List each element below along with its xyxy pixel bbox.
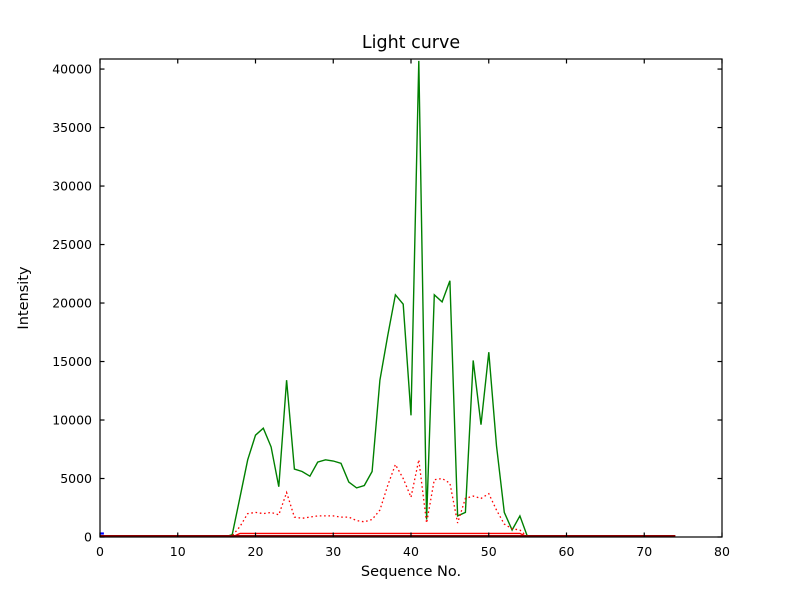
y-tick-label-20000: 20000 [52,296,92,311]
x-tick-label-10: 10 [170,544,186,559]
x-tick-label-80: 80 [714,544,730,559]
series-sky-intensity-dotted-line [224,459,529,537]
y-tick-label-15000: 15000 [52,354,92,369]
y-tick-label-5000: 5000 [60,471,92,486]
series-group [100,60,676,537]
chart-title: Light curve [361,33,461,53]
x-tick-label-20: 20 [248,544,264,559]
x-tick-label-40: 40 [403,544,419,559]
x-tick-label-0: 0 [96,544,104,559]
x-axis-label: Sequence No. [360,564,462,580]
y-tick-label-10000: 10000 [52,413,92,428]
y-tick-label-25000: 25000 [52,237,92,252]
series-star-intensity-line [100,60,529,537]
x-tick-label-70: 70 [636,544,652,559]
y-tick-label-30000: 30000 [52,179,92,194]
x-tick-label-60: 60 [559,544,575,559]
y-tick-label-0: 0 [84,530,92,545]
x-tick-label-30: 30 [325,544,341,559]
y-axis-label: Intensity [16,266,32,330]
x-tick-label-50: 50 [481,544,497,559]
axes-spines [99,58,723,538]
y-tick-label-35000: 35000 [52,120,92,135]
y-tick-label-40000: 40000 [52,62,92,77]
